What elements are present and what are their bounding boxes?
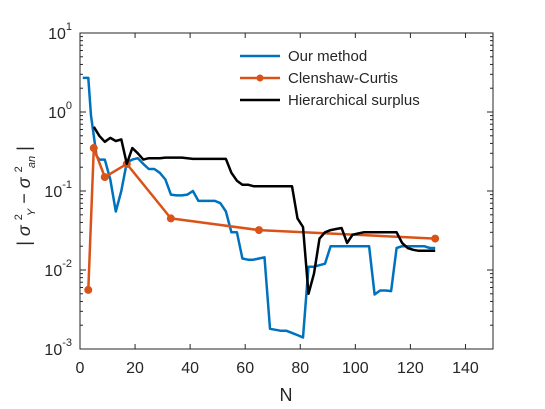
- x-tick-label: 140: [452, 360, 479, 377]
- y-tick-label: 10-3: [44, 337, 72, 359]
- y-tick-exponent: 1: [66, 21, 72, 33]
- y-tick-exponent: -1: [62, 179, 72, 191]
- data-point: [100, 173, 109, 182]
- y-label-sup1: 2: [13, 214, 25, 220]
- x-tick-label: 80: [291, 360, 309, 377]
- y-label-sigma1: σ: [14, 224, 34, 236]
- series-line: [92, 126, 436, 296]
- plot-background: [80, 33, 493, 349]
- y-label-sigma2: σ: [14, 176, 34, 188]
- legend-item: Clenshaw-Curtis: [240, 70, 398, 87]
- x-tick-label: 40: [181, 360, 199, 377]
- x-tick-label: 60: [236, 360, 254, 377]
- series-2: [92, 126, 436, 296]
- y-tick-label: 10-2: [44, 258, 72, 280]
- y-tick-label: 10-1: [44, 179, 72, 201]
- x-tick-label: 0: [76, 360, 85, 377]
- y-tick-label: 100: [48, 100, 72, 122]
- legend-marker: [256, 74, 264, 82]
- data-point: [84, 285, 93, 294]
- legend-item: Our method: [240, 48, 367, 65]
- y-label-minus: −: [14, 188, 34, 204]
- y-tick-base: 10: [48, 105, 66, 122]
- y-label-sup2: 2: [13, 166, 25, 172]
- y-tick-base: 10: [48, 26, 66, 43]
- legend-label: Our method: [288, 48, 367, 65]
- y-tick-base: 10: [44, 342, 62, 359]
- legend-label: Clenshaw-Curtis: [288, 70, 398, 87]
- x-tick-label: 100: [342, 360, 369, 377]
- y-tick-exponent: 0: [66, 100, 72, 112]
- series-layer: [82, 76, 440, 339]
- data-point: [431, 234, 440, 243]
- x-axis-label: N: [280, 385, 293, 405]
- legend: Our method Clenshaw-Curtis Hierarchical su…: [240, 48, 420, 109]
- y-tick-label: 101: [48, 21, 72, 43]
- x-tick-label: 120: [397, 360, 424, 377]
- data-point: [254, 226, 263, 235]
- legend-label: Hierarchical surplus: [288, 92, 420, 109]
- y-label-bar-left: |: [14, 241, 34, 246]
- y-tick-base: 10: [44, 263, 62, 280]
- y-axis-label: | σ 2 Y − σ 2 an |: [6, 146, 39, 246]
- x-tick-label: 20: [126, 360, 144, 377]
- y-label-bar-right: |: [14, 146, 34, 151]
- data-point: [89, 144, 98, 153]
- y-label-sub1: Y: [26, 208, 38, 216]
- data-point: [166, 214, 175, 223]
- y-tick-exponent: -2: [62, 258, 72, 270]
- legend-item: Hierarchical surplus: [240, 92, 420, 109]
- y-tick-base: 10: [44, 184, 62, 201]
- y-tick-exponent: -3: [62, 337, 72, 349]
- y-label-sub2: an: [26, 156, 38, 168]
